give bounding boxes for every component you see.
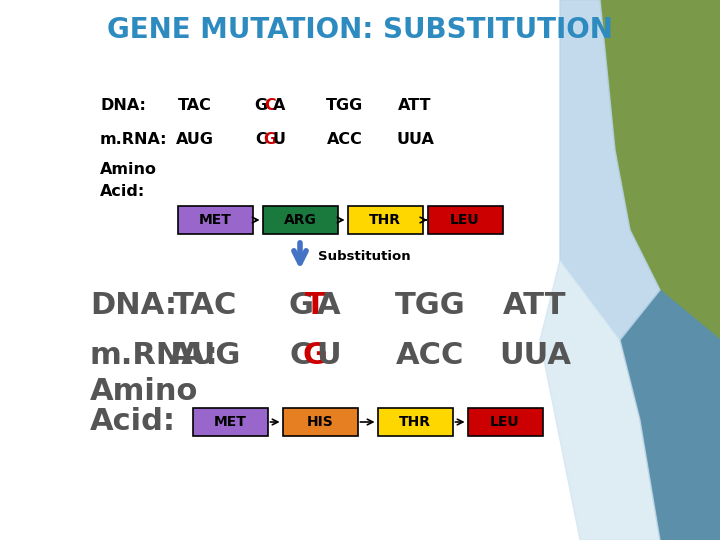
Text: U: U xyxy=(317,341,341,369)
Text: TAC: TAC xyxy=(178,98,212,112)
Text: LEU: LEU xyxy=(490,415,520,429)
Bar xyxy=(263,206,338,234)
Text: ATT: ATT xyxy=(503,291,567,320)
Text: TGG: TGG xyxy=(395,291,465,320)
Text: Acid:: Acid: xyxy=(90,408,176,436)
Text: A: A xyxy=(273,98,285,112)
Bar xyxy=(467,408,542,436)
Bar xyxy=(348,206,423,234)
Text: ARG: ARG xyxy=(284,213,316,227)
Text: A: A xyxy=(318,291,341,320)
Text: G: G xyxy=(289,291,313,320)
Text: DNA:: DNA: xyxy=(100,98,146,112)
Text: HIS: HIS xyxy=(307,415,333,429)
Polygon shape xyxy=(560,0,660,340)
Text: Amino: Amino xyxy=(100,163,157,178)
Text: THR: THR xyxy=(399,415,431,429)
Text: ATT: ATT xyxy=(398,98,432,112)
Text: GENE MUTATION: SUBSTITUTION: GENE MUTATION: SUBSTITUTION xyxy=(107,16,613,44)
Bar xyxy=(377,408,452,436)
Text: Amino: Amino xyxy=(90,377,199,407)
Text: G: G xyxy=(254,98,268,112)
Text: Substitution: Substitution xyxy=(318,249,410,262)
Bar xyxy=(282,408,358,436)
Text: Acid:: Acid: xyxy=(100,185,145,199)
Text: T: T xyxy=(305,291,325,320)
Bar xyxy=(178,206,253,234)
Text: G: G xyxy=(302,341,328,369)
Text: UUA: UUA xyxy=(396,132,434,147)
Text: TGG: TGG xyxy=(326,98,364,112)
Text: AUG: AUG xyxy=(176,132,214,147)
Text: AUG: AUG xyxy=(168,341,241,369)
Text: THR: THR xyxy=(369,213,401,227)
Polygon shape xyxy=(540,260,660,540)
Text: C: C xyxy=(255,132,267,147)
Text: MET: MET xyxy=(214,415,246,429)
Text: MET: MET xyxy=(199,213,231,227)
Polygon shape xyxy=(600,0,720,340)
Text: UUA: UUA xyxy=(499,341,571,369)
Text: U: U xyxy=(272,132,286,147)
Text: TAC: TAC xyxy=(173,291,237,320)
Bar xyxy=(428,206,503,234)
Bar xyxy=(192,408,268,436)
Text: m.RNA:: m.RNA: xyxy=(100,132,168,147)
Text: DNA:: DNA: xyxy=(90,291,177,320)
Text: ACC: ACC xyxy=(327,132,363,147)
Text: LEU: LEU xyxy=(450,213,480,227)
Text: ACC: ACC xyxy=(396,341,464,369)
Text: m.RNA:: m.RNA: xyxy=(90,341,219,369)
Text: G: G xyxy=(264,132,276,147)
Text: C: C xyxy=(264,98,276,112)
Polygon shape xyxy=(620,290,720,540)
Text: C: C xyxy=(290,341,312,369)
